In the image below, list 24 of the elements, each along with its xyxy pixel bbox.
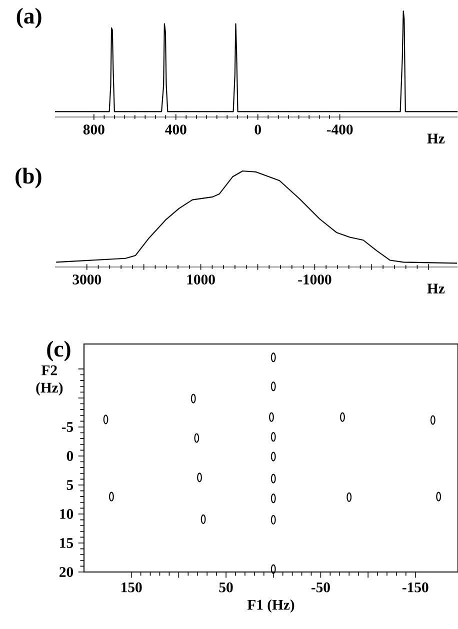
y-tick-label: 10 — [60, 509, 74, 519]
chart-title: (c) — [47, 340, 70, 362]
x-tick-label: 150 — [122, 582, 142, 592]
x-tick-label: -400 — [326, 124, 353, 134]
y-axis-title: F2 (Hz) — [36, 365, 63, 396]
x-tick-label: 800 — [83, 124, 104, 134]
y-tick-label: 20 — [60, 567, 74, 577]
x-tick-label: 50 — [219, 582, 233, 592]
x-tick-label: 400 — [165, 124, 186, 134]
x-tick-label: -50 — [311, 582, 330, 592]
x-tick-label: 3000 — [72, 274, 101, 284]
x-tick-label: -150 — [402, 582, 428, 592]
x-tick-label: -1000 — [298, 274, 332, 284]
chart-title: (b) — [16, 168, 42, 188]
x-axis-title: Hz — [427, 134, 445, 144]
x-tick-label: 1000 — [187, 274, 215, 284]
x-tick-label: 0 — [254, 124, 261, 134]
y-tick-label: -5 — [62, 422, 74, 432]
x-axis-title: Hz — [427, 284, 445, 294]
chart-title: (a) — [16, 8, 42, 28]
x-axis-title: F1 (Hz) — [247, 599, 294, 613]
y-tick-label: 5 — [66, 480, 74, 490]
y-tick-label: 0 — [66, 451, 74, 461]
y-tick-label: 15 — [60, 538, 74, 548]
